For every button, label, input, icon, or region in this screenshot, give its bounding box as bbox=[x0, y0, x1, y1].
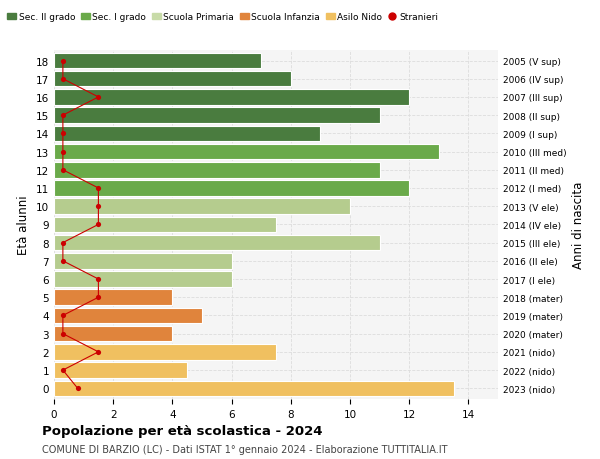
Point bbox=[58, 167, 68, 174]
Bar bbox=[54, 145, 439, 160]
Bar bbox=[54, 363, 187, 378]
Bar bbox=[54, 290, 172, 305]
Point bbox=[58, 312, 68, 319]
Bar bbox=[54, 344, 276, 360]
Point bbox=[58, 112, 68, 120]
Point bbox=[94, 221, 103, 229]
Point bbox=[94, 294, 103, 301]
Y-axis label: Età alunni: Età alunni bbox=[17, 195, 31, 255]
Point bbox=[58, 330, 68, 338]
Point bbox=[58, 257, 68, 265]
Bar bbox=[54, 253, 232, 269]
Bar bbox=[54, 90, 409, 106]
Bar bbox=[54, 272, 232, 287]
Point bbox=[58, 130, 68, 138]
Point bbox=[94, 185, 103, 192]
Point bbox=[94, 348, 103, 356]
Bar bbox=[54, 126, 320, 142]
Bar bbox=[54, 326, 172, 341]
Bar bbox=[54, 108, 380, 123]
Bar bbox=[54, 181, 409, 196]
Point bbox=[58, 240, 68, 247]
Bar bbox=[54, 235, 380, 251]
Bar bbox=[54, 199, 350, 214]
Point bbox=[94, 94, 103, 101]
Point bbox=[94, 203, 103, 210]
Bar bbox=[54, 217, 276, 233]
Point bbox=[58, 149, 68, 156]
Bar bbox=[54, 381, 454, 396]
Legend: Sec. II grado, Sec. I grado, Scuola Primaria, Scuola Infanzia, Asilo Nido, Stran: Sec. II grado, Sec. I grado, Scuola Prim… bbox=[4, 10, 442, 26]
Text: COMUNE DI BARZIO (LC) - Dati ISTAT 1° gennaio 2024 - Elaborazione TUTTITALIA.IT: COMUNE DI BARZIO (LC) - Dati ISTAT 1° ge… bbox=[42, 444, 448, 454]
Bar bbox=[54, 54, 261, 69]
Text: Popolazione per età scolastica - 2024: Popolazione per età scolastica - 2024 bbox=[42, 425, 323, 437]
Point bbox=[73, 385, 82, 392]
Point bbox=[58, 76, 68, 83]
Bar bbox=[54, 72, 291, 87]
Bar bbox=[54, 162, 380, 178]
Bar bbox=[54, 308, 202, 324]
Point bbox=[94, 276, 103, 283]
Point bbox=[58, 367, 68, 374]
Point bbox=[58, 58, 68, 65]
Y-axis label: Anni di nascita: Anni di nascita bbox=[572, 181, 585, 269]
